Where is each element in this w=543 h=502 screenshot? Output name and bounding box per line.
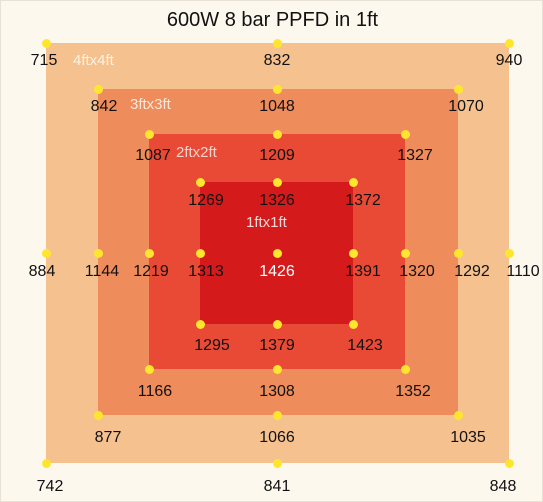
measurement-point: [93, 410, 103, 420]
measurement-point: [272, 129, 282, 139]
measurement-point: [195, 177, 205, 187]
ppfd-value: 1372: [345, 192, 381, 209]
ppfd-value: 1295: [194, 337, 230, 354]
ppfd-value: 1035: [450, 429, 486, 446]
ppfd-value: 842: [90, 98, 118, 115]
ppfd-value: 1391: [345, 263, 381, 280]
measurement-point: [41, 248, 51, 258]
measurement-point: [93, 84, 103, 94]
measurement-point: [41, 458, 51, 468]
measurement-point: [400, 364, 410, 374]
ppfd-value: 1209: [259, 147, 295, 164]
measurement-point: [272, 458, 282, 468]
ppfd-value: 1219: [133, 263, 169, 280]
ppfd-value: 1423: [347, 337, 383, 354]
zone-label-4ftx4ft: 4ftx4ft: [73, 52, 114, 69]
zone-label-1ftx1ft: 1ftx1ft: [246, 214, 287, 231]
measurement-point: [504, 38, 514, 48]
ppfd-value: 1066: [259, 429, 295, 446]
ppfd-value: 1426: [259, 263, 295, 280]
ppfd-value: 1166: [137, 383, 173, 400]
ppfd-value: 1110: [506, 263, 540, 280]
measurement-point: [453, 410, 463, 420]
ppfd-value: 848: [489, 478, 517, 495]
measurement-point: [272, 410, 282, 420]
ppfd-value: 1326: [259, 192, 295, 209]
measurement-point: [195, 248, 205, 258]
ppfd-value: 1070: [448, 98, 484, 115]
ppfd-value: 1320: [399, 263, 435, 280]
ppfd-value: 832: [263, 52, 291, 69]
diagram-title: 600W 8 bar PPFD in 1ft: [166, 9, 379, 31]
zone-label-3ftx3ft: 3ftx3ft: [130, 96, 171, 113]
ppfd-value: 1144: [84, 263, 120, 280]
measurement-point: [144, 129, 154, 139]
measurement-point: [504, 458, 514, 468]
measurement-point: [348, 248, 358, 258]
ppfd-value: 1379: [259, 337, 295, 354]
ppfd-value: 1313: [188, 263, 224, 280]
ppfd-value: 715: [30, 52, 58, 69]
measurement-point: [453, 248, 463, 258]
ppfd-value: 877: [94, 429, 122, 446]
ppfd-value: 1308: [259, 383, 295, 400]
measurement-point: [400, 248, 410, 258]
measurement-point: [400, 129, 410, 139]
measurement-point: [272, 248, 282, 258]
ppfd-value: 1048: [259, 98, 295, 115]
ppfd-value: 841: [263, 478, 291, 495]
ppfd-value: 1269: [188, 192, 224, 209]
ppfd-value: 742: [36, 478, 64, 495]
ppfd-value: 1292: [454, 263, 490, 280]
measurement-point: [272, 319, 282, 329]
measurement-point: [504, 248, 514, 258]
measurement-point: [272, 177, 282, 187]
measurement-point: [272, 364, 282, 374]
ppfd-value: 1087: [135, 147, 171, 164]
measurement-point: [348, 319, 358, 329]
measurement-point: [272, 84, 282, 94]
measurement-point: [144, 248, 154, 258]
ppfd-value: 1327: [397, 147, 433, 164]
measurement-point: [195, 319, 205, 329]
measurement-point: [93, 248, 103, 258]
ppfd-value: 940: [495, 52, 523, 69]
measurement-point: [41, 38, 51, 48]
ppfd-value: 1352: [395, 383, 431, 400]
measurement-point: [144, 364, 154, 374]
measurement-point: [272, 38, 282, 48]
zone-label-2ftx2ft: 2ftx2ft: [176, 144, 217, 161]
measurement-point: [348, 177, 358, 187]
ppfd-value: 884: [28, 263, 56, 280]
measurement-point: [453, 84, 463, 94]
